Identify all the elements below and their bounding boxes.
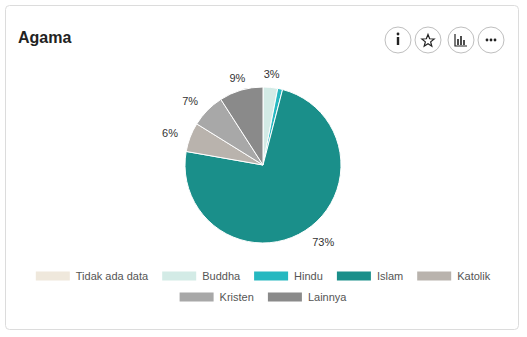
- icon-chart: [455, 34, 467, 46]
- toolbar-button[interactable]: [415, 27, 441, 53]
- legend-item: Tidak ada data: [36, 270, 149, 282]
- pie: [185, 87, 341, 243]
- legend-label: Buddha: [202, 270, 241, 282]
- legend-swatch: [337, 272, 371, 281]
- data-label: 73%: [312, 236, 334, 248]
- legend-item: Katolik: [417, 270, 491, 282]
- data-label: 7%: [182, 95, 198, 107]
- legend-item: Lainnya: [268, 291, 347, 303]
- legend: Tidak ada data Buddha Hindu Islam Katolik Kri…: [36, 270, 491, 303]
- legend-label: Islam: [377, 270, 403, 282]
- icon-more: [494, 39, 497, 42]
- icon-chart: [460, 36, 462, 45]
- legend-swatch: [162, 272, 196, 281]
- legend-item: Kristen: [180, 291, 254, 303]
- toolbar: [385, 27, 504, 53]
- legend-swatch: [254, 272, 288, 281]
- legend-label: Lainnya: [308, 291, 347, 303]
- icon-more: [490, 39, 493, 42]
- legend-label: Tidak ada data: [76, 270, 149, 282]
- icon-more: [486, 39, 489, 42]
- legend-swatch: [417, 272, 451, 281]
- card: [6, 6, 519, 330]
- icon-chart: [463, 40, 465, 45]
- chart-root: Agama 3% 73% 6% 7% 9% Tidak ada data Buddha Hind…: [0, 0, 527, 337]
- legend-label: Katolik: [457, 270, 491, 282]
- legend-swatch: [180, 293, 214, 302]
- icon-chart: [457, 39, 459, 45]
- icon-star: [422, 35, 434, 47]
- legend-label: Hindu: [294, 270, 323, 282]
- data-label: 9%: [229, 72, 245, 84]
- legend-item: Islam: [337, 270, 403, 282]
- data-label: 3%: [264, 68, 280, 80]
- toolbar-button[interactable]: [385, 27, 411, 53]
- pie-slice: [221, 87, 263, 165]
- icon-info: [397, 37, 399, 45]
- legend-label: Kristen: [220, 291, 254, 303]
- legend-swatch: [268, 293, 302, 302]
- data-labels: 3% 73% 6% 7% 9%: [162, 68, 334, 247]
- title: Agama: [18, 29, 71, 46]
- legend-item: Hindu: [254, 270, 323, 282]
- icon-info: [397, 33, 400, 36]
- toolbar-button[interactable]: [478, 27, 504, 53]
- data-label: 6%: [162, 127, 178, 139]
- legend-swatch: [36, 272, 70, 281]
- toolbar-button[interactable]: [448, 27, 474, 53]
- legend-item: Buddha: [162, 270, 241, 282]
